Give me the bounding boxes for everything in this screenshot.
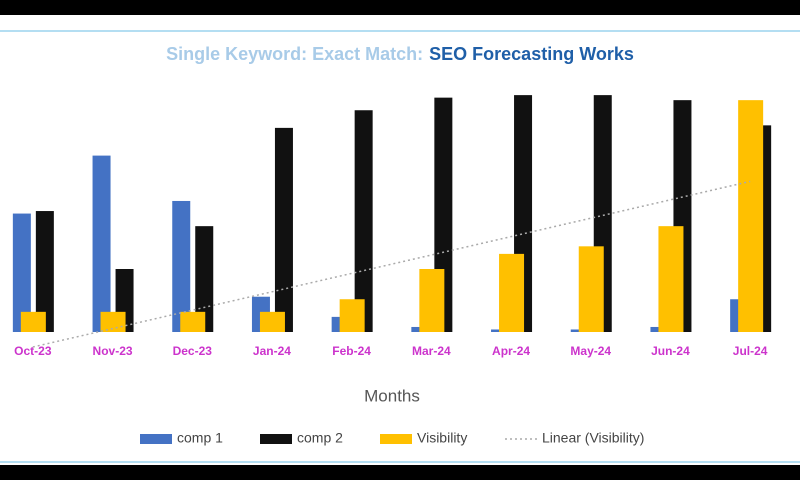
bar [12, 213, 31, 332]
title-main: SEO Forecasting Works [429, 44, 634, 64]
bar [339, 299, 365, 332]
bar [35, 211, 54, 332]
bar [195, 226, 214, 332]
x-tick-label: Jan-24 [253, 344, 291, 358]
x-axis-label: Months [364, 386, 420, 405]
title-prefix: Single Keyword: Exact Match: [166, 44, 423, 64]
x-tick-label: Dec-23 [173, 344, 213, 358]
bar [419, 269, 445, 332]
bar [738, 100, 764, 332]
legend-swatch [140, 434, 172, 444]
bar [20, 311, 46, 332]
x-tick-label: Oct-23 [14, 344, 52, 358]
bar [354, 110, 373, 333]
bar [274, 127, 293, 332]
bar [499, 253, 525, 332]
x-tick-label: Nov-23 [93, 344, 133, 358]
bar [180, 311, 206, 332]
x-tick-label: May-24 [570, 344, 611, 358]
legend-swatch [380, 434, 412, 444]
legend-swatch [260, 434, 292, 444]
legend-label: Linear (Visibility) [542, 430, 644, 446]
bar [100, 311, 126, 332]
x-tick-label: Jul-24 [733, 344, 768, 358]
chart-title: Single Keyword: Exact Match: SEO Forecast… [166, 44, 634, 64]
x-tick-label: Apr-24 [492, 344, 530, 358]
legend-label: comp 1 [177, 430, 223, 446]
bar [259, 311, 285, 332]
legend-label: Visibility [417, 430, 467, 446]
x-tick-label: Jun-24 [651, 344, 690, 358]
x-tick-label: Feb-24 [332, 344, 371, 358]
legend-label: comp 2 [297, 430, 343, 446]
bar [658, 226, 684, 332]
bar [578, 246, 604, 332]
bar [92, 155, 111, 332]
bar [172, 200, 191, 332]
x-tick-label: Mar-24 [412, 344, 451, 358]
